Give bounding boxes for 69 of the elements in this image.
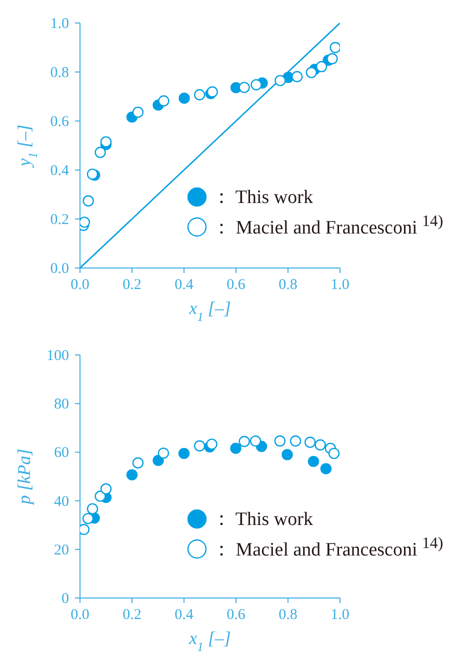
y-tick-label: 100 bbox=[46, 348, 69, 364]
legend-label: ： This work bbox=[212, 508, 313, 532]
point bbox=[152, 454, 164, 466]
point bbox=[330, 42, 340, 54]
x-tick-label: 0.2 bbox=[122, 277, 142, 293]
legend-label: ： Maciel and Francesconi $^{14)}$ bbox=[212, 535, 444, 563]
point bbox=[274, 435, 286, 447]
x-tick-label: 0.2 bbox=[122, 607, 142, 623]
x-tick-label: 0.8 bbox=[278, 277, 298, 293]
point bbox=[282, 449, 293, 460]
y-tick-label: 20 bbox=[54, 542, 69, 558]
point bbox=[194, 440, 206, 452]
point bbox=[126, 469, 138, 480]
point bbox=[274, 74, 286, 86]
x-tick-label: 1.0 bbox=[330, 607, 350, 623]
point bbox=[100, 136, 112, 148]
x-axis-title: x$_{1}$ [–] bbox=[188, 628, 231, 654]
point bbox=[304, 436, 316, 448]
point bbox=[94, 146, 106, 158]
y-tick-label: 40 bbox=[54, 494, 69, 510]
point bbox=[178, 448, 190, 460]
point bbox=[326, 53, 338, 64]
point bbox=[158, 95, 170, 107]
y-tick-label: 0.4 bbox=[50, 163, 70, 179]
point bbox=[308, 456, 320, 468]
y-tick-label: 80 bbox=[54, 396, 69, 413]
point bbox=[328, 448, 340, 460]
y-tick-label: 0.2 bbox=[50, 212, 69, 228]
y-tick-label: 60 bbox=[54, 445, 69, 462]
point bbox=[290, 435, 302, 447]
point bbox=[292, 71, 303, 82]
point bbox=[250, 435, 262, 447]
y-axis-title: p [kPa] bbox=[14, 448, 34, 506]
point bbox=[230, 442, 242, 454]
y-tick-label: 0 bbox=[62, 591, 69, 607]
x-tick-label: 0.6 bbox=[226, 277, 246, 293]
x-tick-label: 0.4 bbox=[174, 277, 194, 293]
x-tick-label: 0.0 bbox=[70, 607, 90, 623]
point bbox=[250, 79, 262, 90]
x-tick-label: 0.8 bbox=[278, 607, 298, 623]
y-tick-label: 0.8 bbox=[50, 65, 69, 81]
point bbox=[158, 448, 170, 459]
point bbox=[132, 457, 144, 468]
point bbox=[316, 61, 328, 72]
x-tick-label: 0.6 bbox=[226, 607, 246, 623]
point bbox=[80, 216, 90, 228]
legend-label: ： This work bbox=[212, 186, 313, 210]
legend-label: ： Maciel and Francesconi $^{14)}$ bbox=[212, 213, 444, 241]
point bbox=[94, 490, 106, 502]
x-tick-label: 0.4 bbox=[174, 607, 194, 623]
point bbox=[238, 436, 250, 448]
point bbox=[82, 512, 94, 524]
point bbox=[306, 66, 317, 78]
point bbox=[100, 483, 112, 494]
point bbox=[314, 439, 326, 451]
point bbox=[82, 195, 94, 206]
point bbox=[178, 92, 190, 104]
point bbox=[132, 106, 144, 118]
y-tick-label: 0.6 bbox=[50, 114, 70, 130]
point bbox=[194, 89, 206, 100]
x-axis-title: x$_{1}$ [–] bbox=[188, 298, 231, 324]
y-tick-label: 0.0 bbox=[50, 261, 69, 277]
point bbox=[238, 82, 250, 94]
point bbox=[206, 438, 218, 450]
point bbox=[320, 463, 332, 474]
x-tick-label: 0.0 bbox=[70, 277, 90, 293]
x-tick-label: 1.0 bbox=[330, 277, 350, 293]
y-tick-label: 1.0 bbox=[50, 16, 69, 32]
point bbox=[86, 503, 98, 514]
